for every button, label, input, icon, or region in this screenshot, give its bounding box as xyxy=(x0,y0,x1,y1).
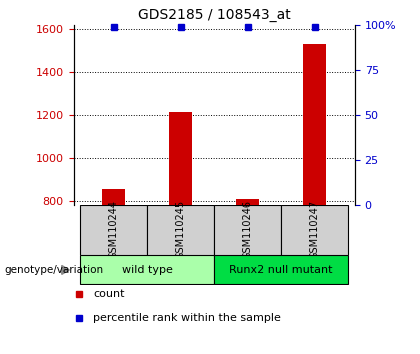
Bar xyxy=(102,189,126,205)
Bar xyxy=(303,44,326,205)
Text: wild type: wild type xyxy=(122,265,173,275)
Bar xyxy=(214,205,281,255)
Text: GSM110247: GSM110247 xyxy=(310,200,320,259)
Text: count: count xyxy=(93,289,125,299)
Bar xyxy=(80,205,147,255)
Text: Runx2 null mutant: Runx2 null mutant xyxy=(229,265,333,275)
Text: genotype/variation: genotype/variation xyxy=(4,265,103,275)
Bar xyxy=(80,256,214,284)
Text: percentile rank within the sample: percentile rank within the sample xyxy=(93,313,281,323)
Bar xyxy=(147,205,214,255)
Bar xyxy=(281,205,348,255)
Title: GDS2185 / 108543_at: GDS2185 / 108543_at xyxy=(138,8,291,22)
Text: GSM110246: GSM110246 xyxy=(243,200,253,259)
Text: GSM110244: GSM110244 xyxy=(109,200,119,259)
Bar xyxy=(169,112,192,205)
Text: GSM110245: GSM110245 xyxy=(176,200,186,259)
Bar xyxy=(236,199,260,205)
Bar xyxy=(214,256,348,284)
